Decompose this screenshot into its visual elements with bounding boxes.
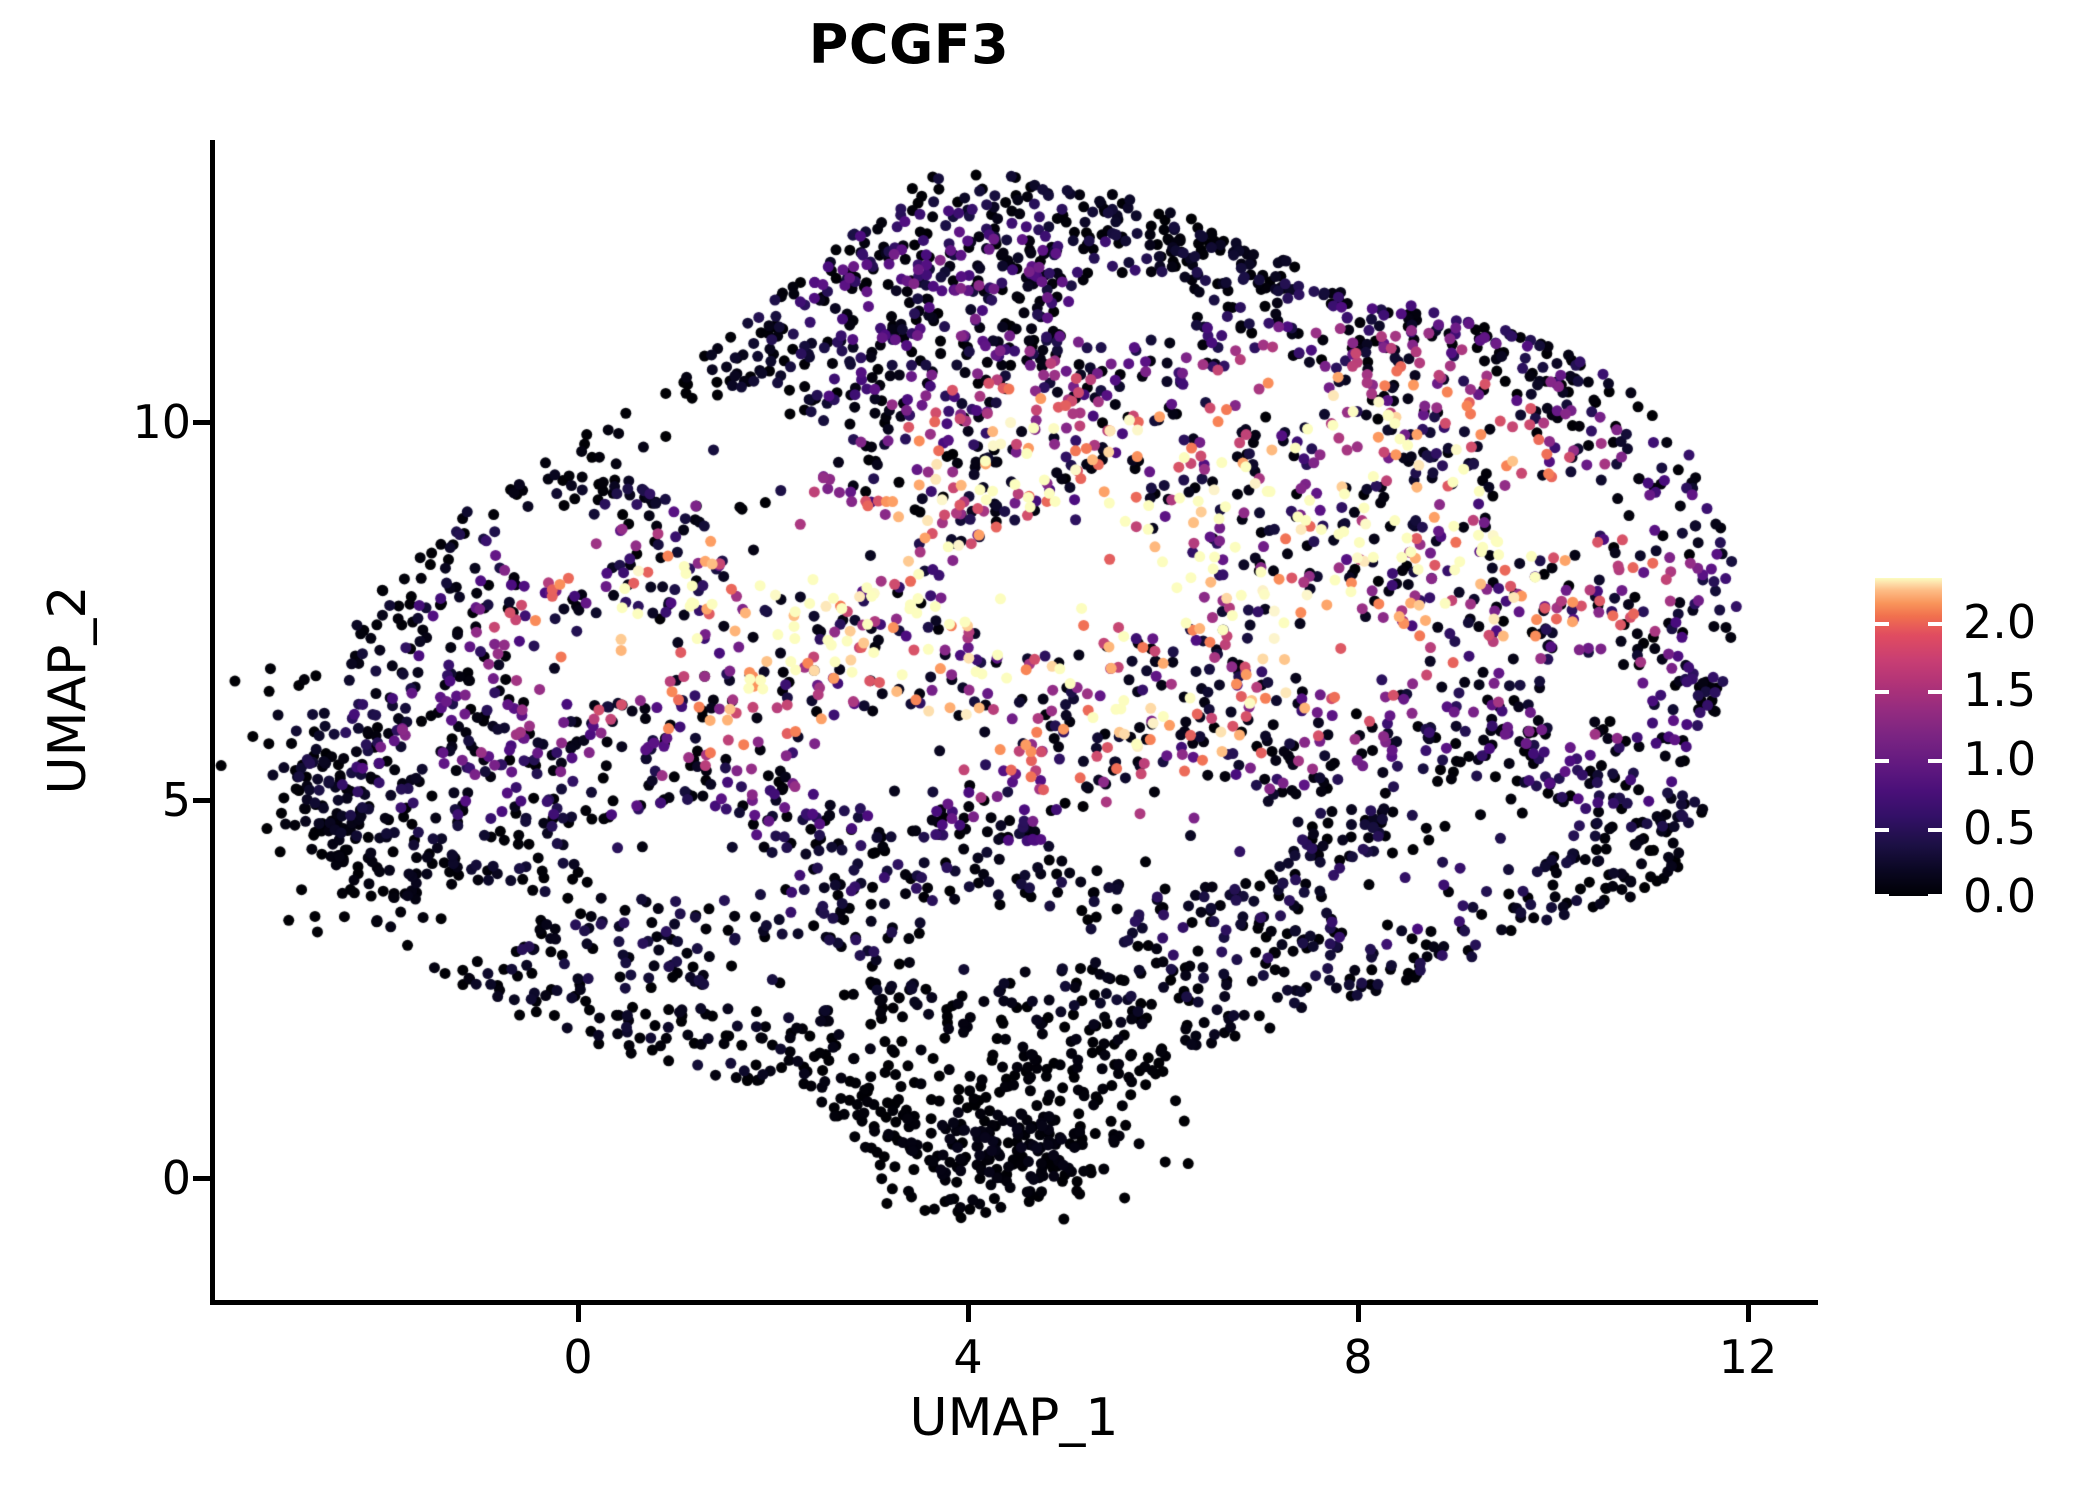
colorbar-tick-0.5-right — [1928, 828, 1942, 832]
y-tick-mark-0 — [193, 1176, 210, 1181]
y-tick-mark-10 — [193, 420, 210, 425]
y-tick-label-5: 5 — [161, 773, 191, 827]
x-tick-mark-12 — [1746, 1305, 1751, 1322]
scatter-plot-canvas — [215, 140, 1818, 1300]
y-tick-mark-5 — [193, 798, 210, 803]
colorbar-label-1.5: 1.5 — [1963, 663, 2037, 717]
colorbar-tick-2.0-right — [1928, 622, 1942, 626]
colorbar-tick-1.5-right — [1928, 690, 1942, 694]
colorbar-label-1.0: 1.0 — [1963, 732, 2037, 786]
x-tick-label-0: 0 — [563, 1330, 593, 1384]
colorbar-label-2.0: 2.0 — [1963, 595, 2037, 649]
colorbar-tick-0.0-left — [1875, 894, 1889, 898]
y-tick-label-0: 0 — [161, 1151, 191, 1205]
x-tick-label-8: 8 — [1343, 1330, 1373, 1384]
x-axis-spine — [210, 1300, 1818, 1305]
y-axis-spine — [210, 140, 215, 1305]
colorbar-tick-1.5-left — [1875, 690, 1889, 694]
colorbar-tick-0.0-right — [1928, 894, 1942, 898]
colorbar-label-0.5: 0.5 — [1963, 801, 2037, 855]
x-tick-mark-8 — [1356, 1305, 1361, 1322]
x-tick-label-4: 4 — [953, 1330, 983, 1384]
colorbar-gradient — [1875, 578, 1942, 896]
x-axis-label: UMAP_1 — [909, 1388, 1119, 1448]
x-tick-label-12: 12 — [1718, 1330, 1778, 1384]
y-axis-label: UMAP_2 — [38, 585, 98, 795]
colorbar-label-0.0: 0.0 — [1963, 869, 2037, 923]
y-tick-label-10: 10 — [132, 395, 191, 449]
page-title: PCGF3 — [808, 13, 1010, 76]
x-tick-mark-0 — [576, 1305, 581, 1322]
colorbar-tick-0.5-left — [1875, 828, 1889, 832]
plot-axes: 10 5 0 0 4 8 12 — [132, 140, 1818, 1384]
colorbar: 2.0 1.5 1.0 0.5 0.0 — [1875, 578, 2085, 923]
colorbar-tick-2.0-left — [1875, 622, 1889, 626]
x-tick-mark-4 — [966, 1305, 971, 1322]
colorbar-tick-1.0-right — [1928, 759, 1942, 763]
colorbar-tick-1.0-left — [1875, 759, 1889, 763]
